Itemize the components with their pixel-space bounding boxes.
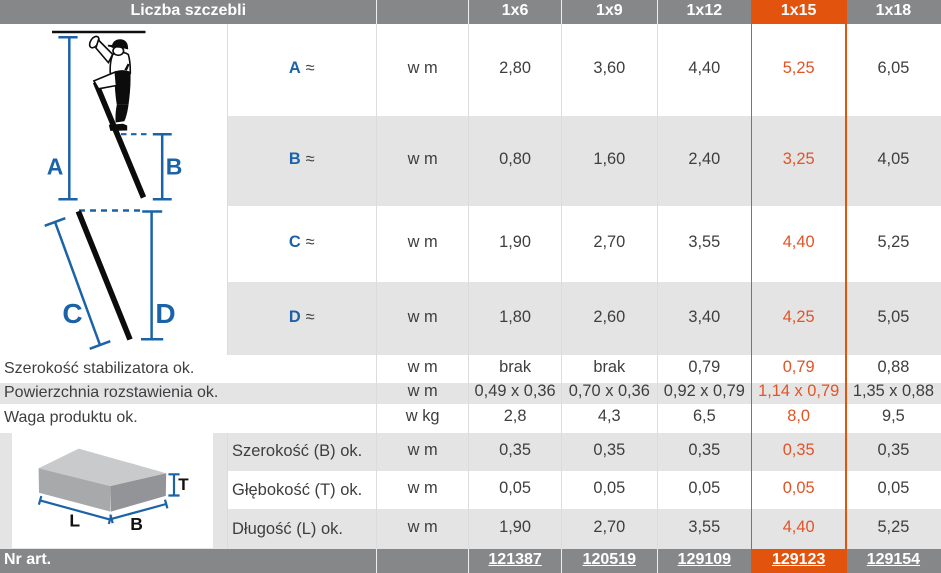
svg-text:B: B (130, 514, 143, 534)
svg-text:L: L (69, 511, 80, 531)
svg-text:C: C (62, 298, 82, 329)
svg-text:D: D (155, 298, 175, 329)
svg-text:A: A (47, 154, 64, 180)
svg-text:T: T (178, 475, 189, 494)
svg-text:B: B (166, 154, 183, 180)
